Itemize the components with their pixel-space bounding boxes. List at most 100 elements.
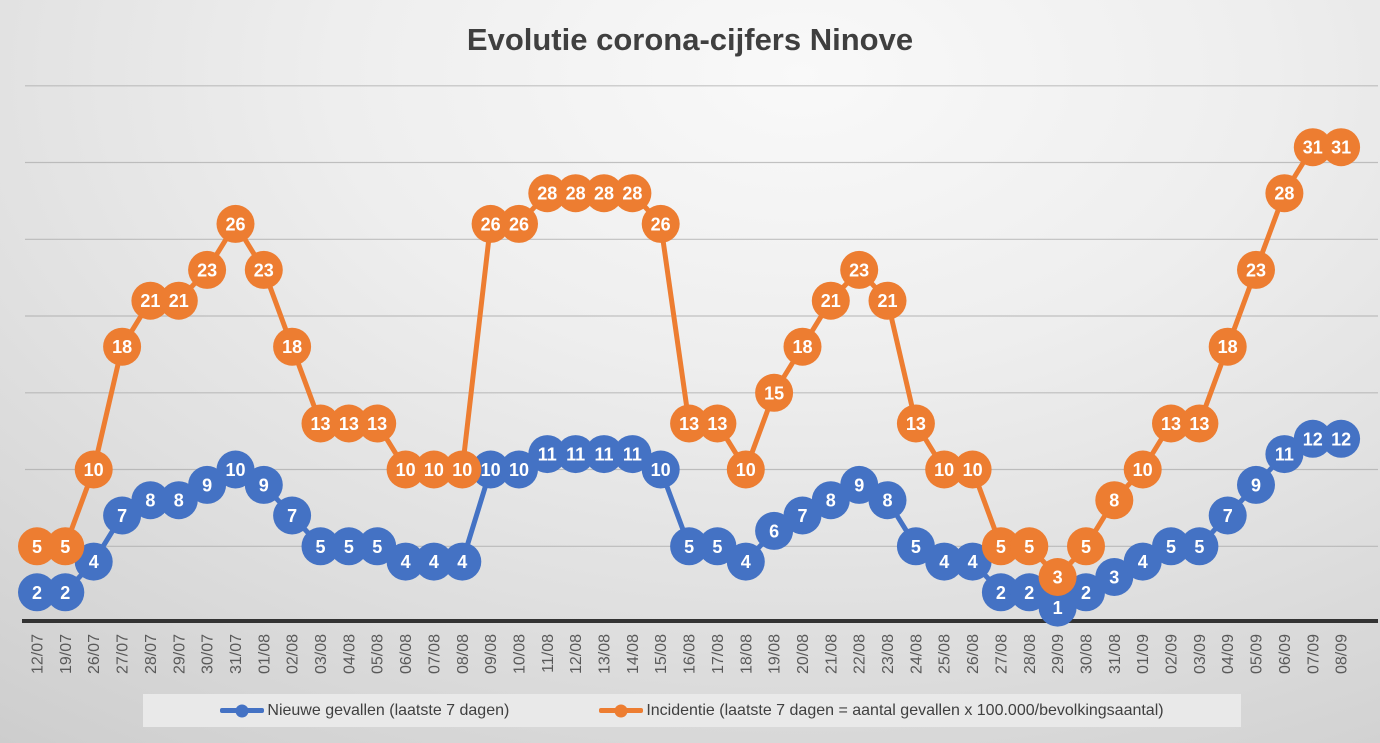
data-label: 5 xyxy=(996,537,1006,557)
x-axis-label: 19/08 xyxy=(767,634,784,674)
x-axis-label: 02/09 xyxy=(1164,634,1181,674)
data-point-marker xyxy=(329,404,368,443)
data-point-marker xyxy=(925,542,964,581)
data-point-marker xyxy=(556,435,595,474)
data-point-marker xyxy=(1180,404,1219,443)
legend-item-nieuwe-gevallen: Nieuwe gevallen (laatste 7 dagen) xyxy=(220,702,509,720)
x-axis-label: 19/07 xyxy=(58,634,75,674)
data-label: 18 xyxy=(792,337,812,357)
data-label: 11 xyxy=(1275,445,1294,465)
data-point-marker xyxy=(613,435,652,474)
data-point-marker xyxy=(981,573,1020,612)
data-point-marker xyxy=(273,496,312,535)
x-axis-label: 07/08 xyxy=(426,634,443,674)
data-label: 8 xyxy=(174,491,184,511)
data-point-marker xyxy=(811,281,850,320)
x-axis-label: 18/08 xyxy=(738,634,755,674)
data-label: 23 xyxy=(197,260,217,280)
x-axis-label: 01/09 xyxy=(1135,634,1152,674)
data-label: 23 xyxy=(254,260,274,280)
data-label: 5 xyxy=(60,537,70,557)
data-label: 23 xyxy=(1246,260,1266,280)
x-axis-label: 25/08 xyxy=(937,634,954,674)
x-axis-label: 06/09 xyxy=(1277,634,1294,674)
data-point-marker xyxy=(471,450,510,489)
data-point-marker xyxy=(1237,465,1275,504)
x-axis-label: 06/08 xyxy=(398,634,415,674)
data-point-marker xyxy=(1322,128,1361,167)
data-label: 18 xyxy=(112,337,132,357)
data-label: 13 xyxy=(1189,414,1209,434)
data-label: 4 xyxy=(457,552,467,572)
data-point-marker xyxy=(1152,527,1190,566)
data-point-marker xyxy=(1095,481,1134,520)
data-label: 8 xyxy=(882,491,892,511)
x-axis-label: 04/09 xyxy=(1220,634,1237,674)
data-point-marker xyxy=(46,527,85,566)
data-label: 3 xyxy=(1053,568,1063,588)
data-label: 10 xyxy=(1133,460,1153,480)
data-label: 5 xyxy=(712,537,722,557)
data-label: 10 xyxy=(481,460,501,480)
data-label: 28 xyxy=(566,184,586,204)
data-label: 4 xyxy=(741,552,751,572)
x-axis-label: 28/08 xyxy=(1022,634,1039,674)
x-axis-label: 11/08 xyxy=(540,634,557,673)
x-axis-label: 12/08 xyxy=(568,634,585,674)
data-label: 13 xyxy=(310,414,330,434)
data-label: 26 xyxy=(651,214,671,234)
data-point-marker xyxy=(131,281,170,320)
data-label: 5 xyxy=(911,537,921,557)
data-label: 10 xyxy=(963,460,983,480)
data-label: 7 xyxy=(117,506,127,526)
data-point-marker xyxy=(443,542,482,581)
data-label: 12 xyxy=(1303,429,1323,449)
data-label: 13 xyxy=(906,414,926,434)
data-point-marker xyxy=(811,481,850,520)
data-label: 28 xyxy=(1274,184,1294,204)
data-label: 2 xyxy=(996,583,1006,603)
data-point-marker xyxy=(329,527,368,566)
data-point-marker xyxy=(1152,404,1190,443)
data-point-marker xyxy=(1293,419,1332,458)
data-point-marker xyxy=(840,250,879,289)
x-axis-label: 08/08 xyxy=(455,634,472,674)
data-label: 21 xyxy=(877,291,897,311)
legend-label: Incidentie (laatste 7 dagen = aantal gev… xyxy=(646,701,1164,719)
x-axis-label: 28/07 xyxy=(143,634,160,674)
data-label: 2 xyxy=(32,583,42,603)
data-point-marker xyxy=(1038,558,1077,596)
data-label: 4 xyxy=(968,552,978,572)
data-point-marker xyxy=(301,404,340,443)
data-point-marker xyxy=(386,542,425,581)
data-label: 11 xyxy=(566,445,585,465)
data-label: 4 xyxy=(89,552,99,572)
data-point-marker xyxy=(188,250,227,289)
data-point-marker xyxy=(159,481,198,520)
data-point-marker xyxy=(301,527,340,566)
data-label: 15 xyxy=(764,383,784,403)
data-label: 7 xyxy=(1223,506,1233,526)
data-label: 3 xyxy=(1109,568,1119,588)
data-label: 26 xyxy=(225,214,245,234)
data-point-marker xyxy=(216,450,255,489)
x-axis-label: 27/07 xyxy=(115,634,132,674)
data-label: 9 xyxy=(1251,475,1261,495)
data-label: 7 xyxy=(287,506,297,526)
x-axis-label: 13/08 xyxy=(597,634,614,674)
data-point-marker xyxy=(585,435,623,474)
data-point-marker xyxy=(244,465,283,504)
data-point-marker xyxy=(74,450,113,489)
data-point-marker xyxy=(528,435,567,474)
data-point-marker xyxy=(896,527,935,566)
data-point-marker xyxy=(244,250,283,289)
data-label: 21 xyxy=(821,291,841,311)
data-label: 5 xyxy=(1194,537,1204,557)
data-label: 5 xyxy=(1166,537,1176,557)
data-point-marker xyxy=(896,404,935,443)
data-label: 26 xyxy=(509,214,529,234)
data-label: 9 xyxy=(259,475,269,495)
